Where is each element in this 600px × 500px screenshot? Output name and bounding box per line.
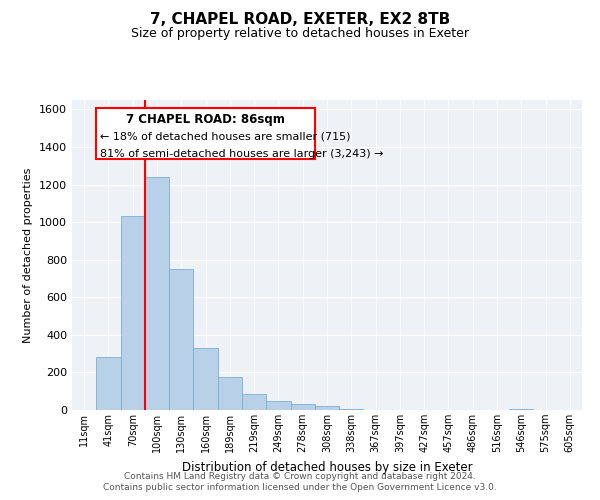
Bar <box>169 269 193 410</box>
Bar <box>315 406 339 410</box>
Text: 7, CHAPEL ROAD, EXETER, EX2 8TB: 7, CHAPEL ROAD, EXETER, EX2 8TB <box>150 12 450 28</box>
Bar <box>266 400 290 410</box>
Text: Contains public sector information licensed under the Open Government Licence v3: Contains public sector information licen… <box>103 484 497 492</box>
Y-axis label: Number of detached properties: Number of detached properties <box>23 168 34 342</box>
Bar <box>218 377 242 410</box>
Bar <box>509 409 533 410</box>
Bar <box>193 348 218 410</box>
Bar <box>290 404 315 410</box>
Text: ← 18% of detached houses are smaller (715): ← 18% of detached houses are smaller (71… <box>100 132 350 141</box>
Bar <box>339 409 364 410</box>
X-axis label: Distribution of detached houses by size in Exeter: Distribution of detached houses by size … <box>182 460 472 473</box>
Text: 81% of semi-detached houses are larger (3,243) →: 81% of semi-detached houses are larger (… <box>100 148 383 158</box>
Text: Size of property relative to detached houses in Exeter: Size of property relative to detached ho… <box>131 28 469 40</box>
Text: 7 CHAPEL ROAD: 86sqm: 7 CHAPEL ROAD: 86sqm <box>126 113 285 126</box>
Bar <box>145 177 169 410</box>
FancyBboxPatch shape <box>96 108 315 159</box>
Text: Contains HM Land Registry data © Crown copyright and database right 2024.: Contains HM Land Registry data © Crown c… <box>124 472 476 481</box>
Bar <box>242 394 266 410</box>
Bar <box>96 358 121 410</box>
Bar <box>121 216 145 410</box>
